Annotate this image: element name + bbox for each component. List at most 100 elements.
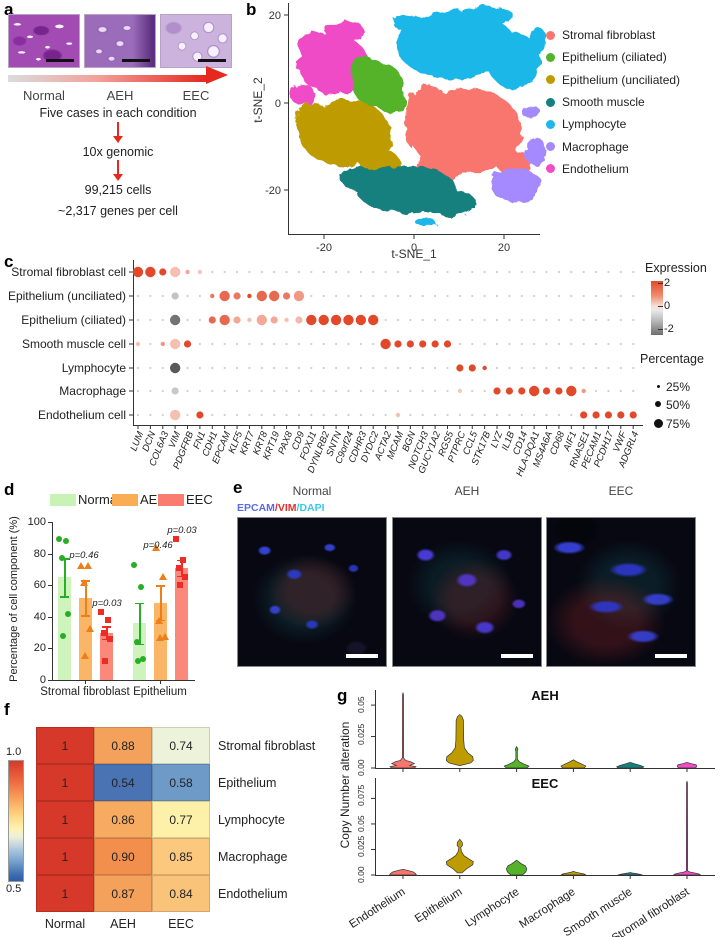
progression-arrow-head	[206, 66, 228, 84]
dotplot-row-label: Stromal fibroblast cell	[11, 265, 126, 279]
if-marker-label: EPCAM/VIM/DAPI	[237, 502, 325, 514]
tsne-cluster-lymphocyte	[488, 33, 540, 89]
data-point-EEC	[182, 574, 188, 581]
data-point-AEH	[86, 624, 94, 632]
progression-arrow	[8, 75, 206, 82]
violin-y-tick-0.025: 0.025	[356, 723, 366, 745]
violin-EEC-smooth-muscle	[617, 872, 643, 876]
expression-colorbar	[651, 281, 663, 335]
dot-KRT19	[270, 316, 278, 324]
dot-PAX8	[282, 292, 291, 300]
legend-item-macrophage: Macrophage	[546, 135, 718, 157]
dot-LYZ	[493, 387, 501, 395]
bar-group-label: Epithelium	[133, 686, 187, 698]
violin-AEH-endothelium	[389, 692, 417, 769]
scale-bar	[655, 654, 687, 658]
expression-tick-mark	[658, 306, 663, 307]
bar-Normal-Epithelium	[132, 623, 146, 680]
percentage-label: 50%	[666, 398, 691, 412]
error-bar	[160, 585, 162, 620]
tsne-cluster-smooth-muscle	[341, 167, 381, 191]
heatmap-cell-Stromal fibroblast-Normal: 1	[36, 727, 94, 764]
svg-text:20: 20	[269, 10, 281, 22]
heatmap-col-label: AEH	[110, 917, 136, 931]
data-point-EEC	[102, 658, 108, 665]
dot-DYDC2	[368, 314, 379, 326]
data-point-Normal	[63, 537, 69, 544]
data-point-EEC	[180, 556, 186, 563]
dot-VIM	[171, 387, 179, 395]
dot-ACTA2	[380, 338, 391, 350]
dot-ADGRL4	[629, 411, 637, 419]
dot-LUM	[135, 341, 141, 347]
bar-group-tick	[85, 680, 86, 684]
data-point-AEH	[77, 561, 85, 569]
legend-label: Epithelium (ciliated)	[562, 50, 667, 65]
data-point-EEC	[105, 616, 111, 623]
bar-y-tick-label: 100	[27, 516, 46, 528]
dot-PTPRC	[457, 388, 463, 394]
dot-PAX8	[284, 317, 289, 323]
if-title-aeh: AEH	[454, 484, 480, 498]
dot-RGS5	[443, 340, 452, 348]
data-point-Normal	[134, 639, 140, 646]
stage-label-eec: EEC	[182, 88, 210, 103]
p-value-label: p=0.46	[69, 550, 99, 561]
data-point-Normal	[59, 555, 65, 562]
legend-item-smooth-muscle: Smooth muscle	[546, 91, 718, 113]
bar-y-tick-label: 0	[39, 674, 46, 686]
bar-legend-swatch-Normal	[50, 494, 76, 506]
heatmap-row-label: Endothelium	[218, 886, 288, 901]
dotplot-row-label: Lymphocyte	[61, 361, 126, 375]
dot-RNASE1	[581, 388, 586, 394]
percentage-label: 75%	[666, 417, 691, 431]
dot-MCAM	[395, 412, 401, 418]
panel-g-label: g	[337, 686, 348, 705]
bar-y-tick-mark	[48, 680, 52, 681]
expression-tick: -2	[664, 323, 674, 335]
dot-CDH1	[210, 293, 215, 299]
tsne-cluster-stromal-fibroblast	[414, 84, 448, 128]
down-arrow-icon	[117, 122, 119, 136]
down-arrow-head-icon	[113, 136, 123, 143]
bar-Normal-Stromal fibroblast	[57, 577, 71, 680]
violin-AEH-stromal-fibroblast	[676, 761, 698, 769]
tsne-cluster-endothelium	[298, 32, 334, 62]
violin-subplot-title-AEH: AEH	[531, 688, 559, 703]
tsne-cluster-stromal-fibroblast	[406, 92, 418, 148]
dot-FN1	[197, 269, 203, 275]
if-image-aeh	[392, 517, 542, 667]
data-point-EEC	[101, 629, 107, 636]
dot-KRT7	[247, 317, 252, 323]
dot-RNASE1	[580, 411, 588, 419]
bar-y-tick-label: 60	[33, 579, 46, 592]
scale-bar	[122, 59, 150, 62]
error-cap	[156, 585, 165, 587]
error-bar	[139, 602, 141, 644]
bar-group-label: Stromal fibroblast	[40, 686, 130, 698]
dot-VIM	[169, 362, 181, 374]
expression-legend-title: Expression	[645, 261, 707, 275]
heatmap-colorbar	[8, 760, 24, 882]
legend-item-lymphocyte: Lymphocyte	[546, 113, 718, 135]
tsne-cluster-lymphocyte	[458, 7, 514, 25]
violin-EEC-stromal-fibroblast	[672, 780, 702, 876]
data-point-EEC	[173, 536, 179, 543]
legend-swatch	[546, 75, 555, 85]
bar-legend-label-Normal: Normal	[78, 492, 120, 507]
tsne-cluster-macrophage	[490, 168, 542, 202]
if-image-eec	[546, 517, 696, 667]
violin-y-tick-0.00: 0.00	[356, 759, 366, 776]
legend-label: Smooth muscle	[562, 95, 645, 110]
heatmap-cell-Endothelium-Normal: 1	[36, 875, 94, 912]
heatmap-colorbar-max: 1.0	[6, 746, 22, 758]
tsne-cluster-epithelium-unciliated-	[296, 103, 332, 143]
dot-PDGFRB	[183, 340, 192, 348]
data-point-AEH	[84, 561, 92, 569]
heatmap-cell-Lymphocyte-AEH: 0.86	[94, 801, 152, 838]
violin-EEC-macrophage	[559, 871, 588, 876]
p-value-label: p=0.03	[167, 525, 197, 536]
dot-VIM	[169, 266, 181, 278]
violin-y-tick-0.05: 0.05	[356, 815, 366, 832]
data-point-AEH	[161, 632, 169, 640]
